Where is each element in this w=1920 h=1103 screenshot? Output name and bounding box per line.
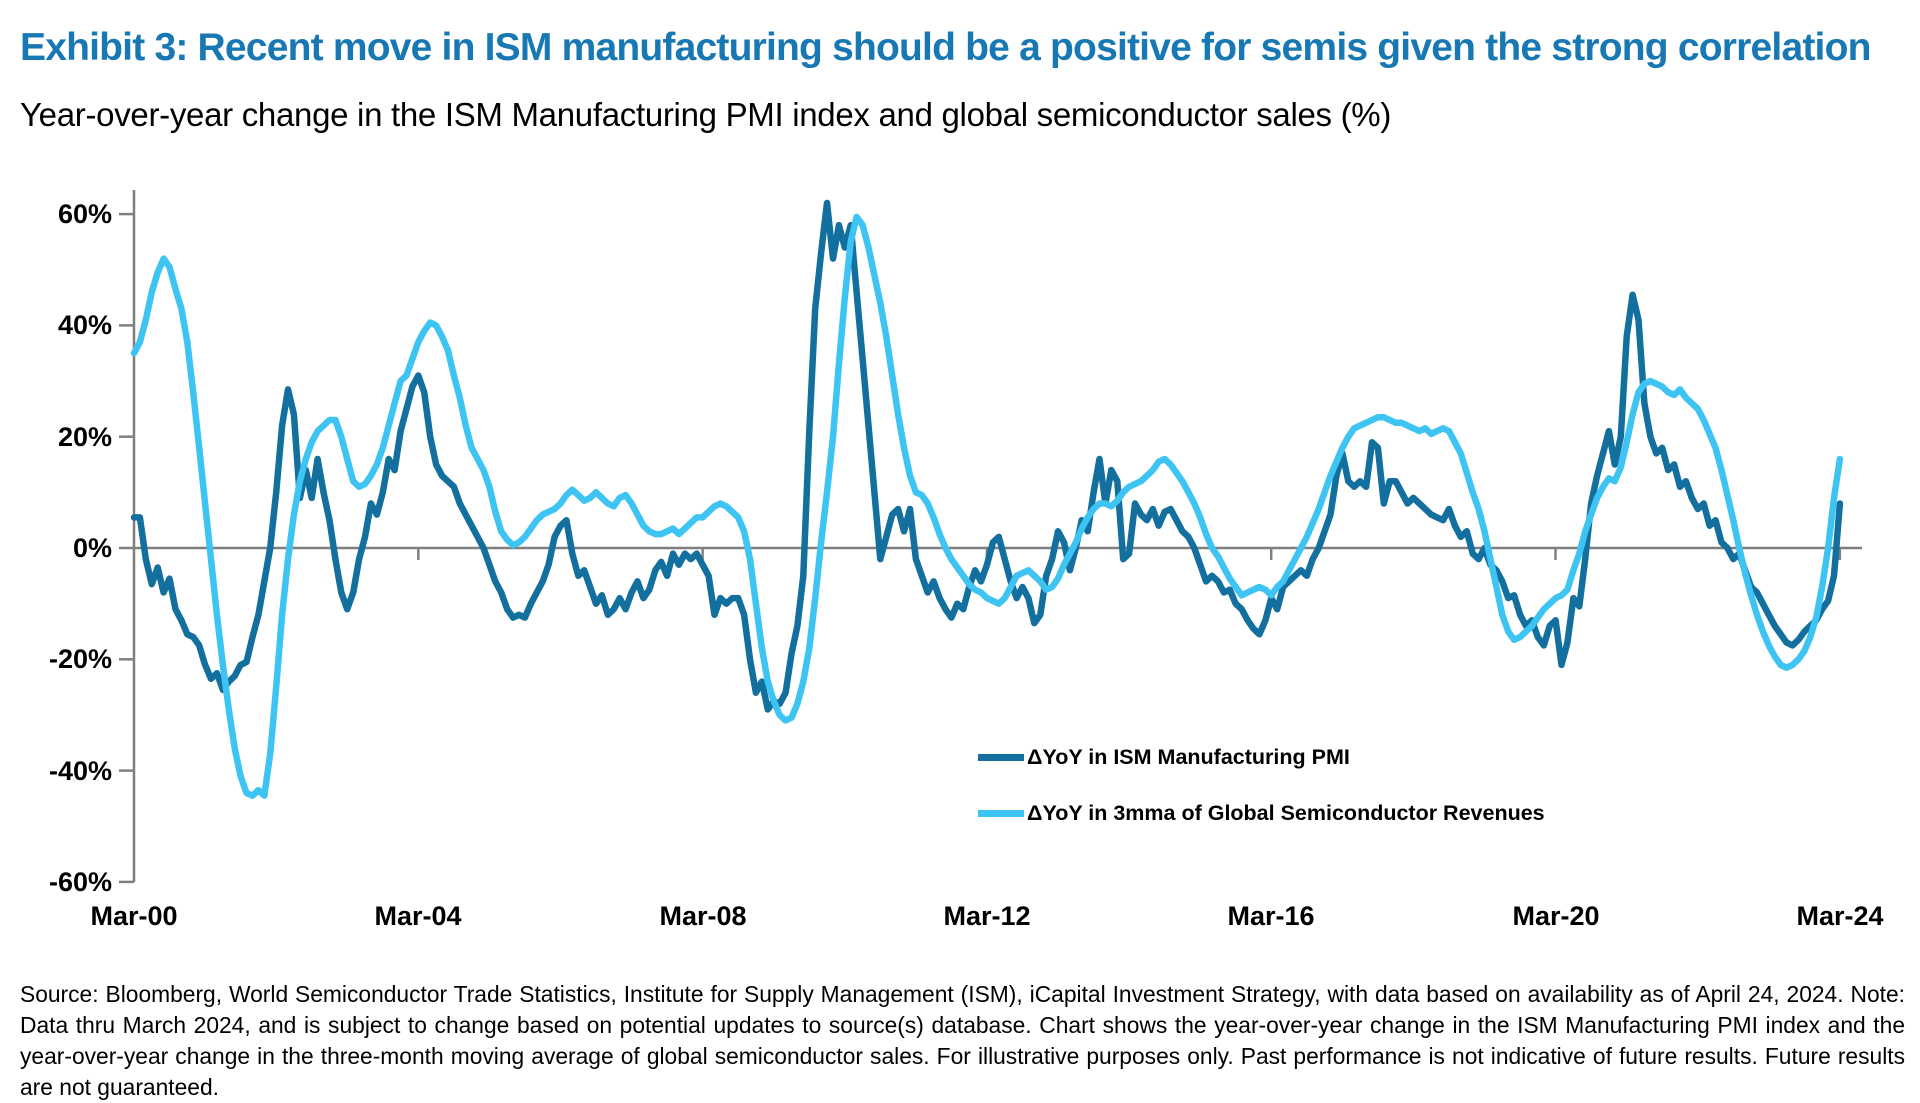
x-tick-label-mar04: Mar-04 [374, 901, 462, 931]
semiconductor-revenues-line [130, 213, 1844, 799]
x-tick-label-mar24: Mar-24 [1796, 901, 1884, 931]
chart-subtitle: Year-over-year change in the ISM Manufac… [20, 96, 1392, 133]
page-title: Exhibit 3: Recent move in ISM manufactur… [20, 26, 1871, 69]
y-tick-label-neg20: -20% [48, 644, 112, 674]
legend-swatch-ism-pmi [978, 753, 1024, 761]
y-axis-ticks [119, 212, 134, 884]
x-tick-label-mar16: Mar-16 [1227, 901, 1315, 931]
line-chart-plot [119, 190, 1862, 884]
y-tick-label-0: 0% [72, 533, 112, 563]
legend-swatch-semis-revenues [978, 809, 1024, 817]
y-tick-label-60: 60% [57, 199, 112, 229]
y-tick-label-neg40: -40% [48, 756, 112, 786]
exhibit-chart: Exhibit 3: Recent move in ISM manufactur… [20, 26, 1905, 1100]
legend-item-semis-revenues: ΔYoY in 3mma of Global Semiconductor Rev… [978, 799, 1545, 827]
legend-label-ism-pmi: ΔYoY in ISM Manufacturing PMI [1027, 744, 1350, 769]
x-tick-label-mar12: Mar-12 [943, 901, 1031, 931]
y-tick-label-20: 20% [57, 422, 112, 452]
legend-item-ism-pmi: ΔYoY in ISM Manufacturing PMI [978, 743, 1350, 771]
x-tick-label-mar20: Mar-20 [1512, 901, 1600, 931]
source-note: Source: Bloomberg, World Semiconductor T… [20, 981, 1905, 1100]
y-tick-label-neg60: -60% [48, 867, 112, 897]
x-tick-label-mar08: Mar-08 [659, 901, 747, 931]
legend-label-semis-revenues: ΔYoY in 3mma of Global Semiconductor Rev… [1027, 800, 1545, 825]
y-tick-label-40: 40% [57, 310, 112, 340]
x-tick-label-mar00: Mar-00 [90, 901, 178, 931]
ism-pmi-line [130, 199, 1844, 713]
